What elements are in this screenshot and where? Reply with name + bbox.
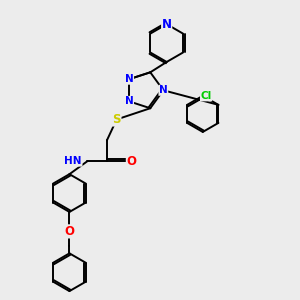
- Text: O: O: [64, 225, 74, 238]
- Text: N: N: [159, 85, 168, 95]
- Text: N: N: [162, 18, 172, 31]
- Text: Cl: Cl: [200, 91, 212, 101]
- Text: N: N: [125, 96, 134, 106]
- Text: HN: HN: [64, 156, 82, 166]
- Text: S: S: [112, 113, 121, 126]
- Text: O: O: [126, 154, 136, 168]
- Text: N: N: [125, 74, 134, 84]
